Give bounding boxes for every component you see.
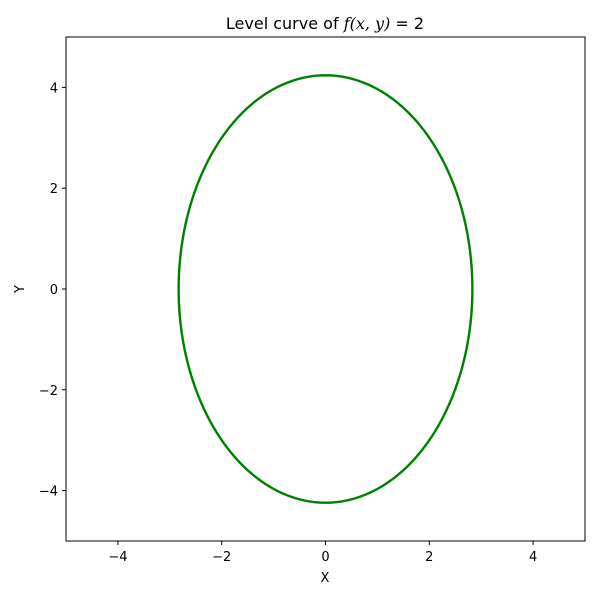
plot-area: −4 −2 0 2 4 −4 −2 0 2 4: [39, 36, 586, 565]
x-tick-label-1: −2: [212, 550, 231, 565]
y-axis-label: Y: [13, 285, 28, 294]
x-tick-label-2: 0: [321, 550, 329, 565]
x-tick-label-0: −4: [108, 550, 127, 565]
x-tick-label-4: 4: [529, 550, 537, 565]
title-math: f(x, y): [343, 14, 391, 33]
title-prefix: Level curve of: [226, 14, 344, 33]
y-tick-label-3: 2: [50, 182, 58, 197]
plot-frame: [65, 36, 586, 542]
y-tick-label-2: 0: [50, 283, 58, 298]
y-tick-label-0: −4: [39, 485, 58, 500]
x-tick-label-3: 2: [425, 550, 433, 565]
title-suffix: = 2: [390, 14, 424, 33]
level-curve-0: [177, 74, 474, 504]
y-tick-label-1: −2: [39, 384, 58, 399]
chart-title: Level curve of f(x, y) = 2: [226, 14, 424, 33]
x-axis-label: X: [321, 571, 330, 586]
y-tick-label-4: 4: [50, 81, 58, 96]
